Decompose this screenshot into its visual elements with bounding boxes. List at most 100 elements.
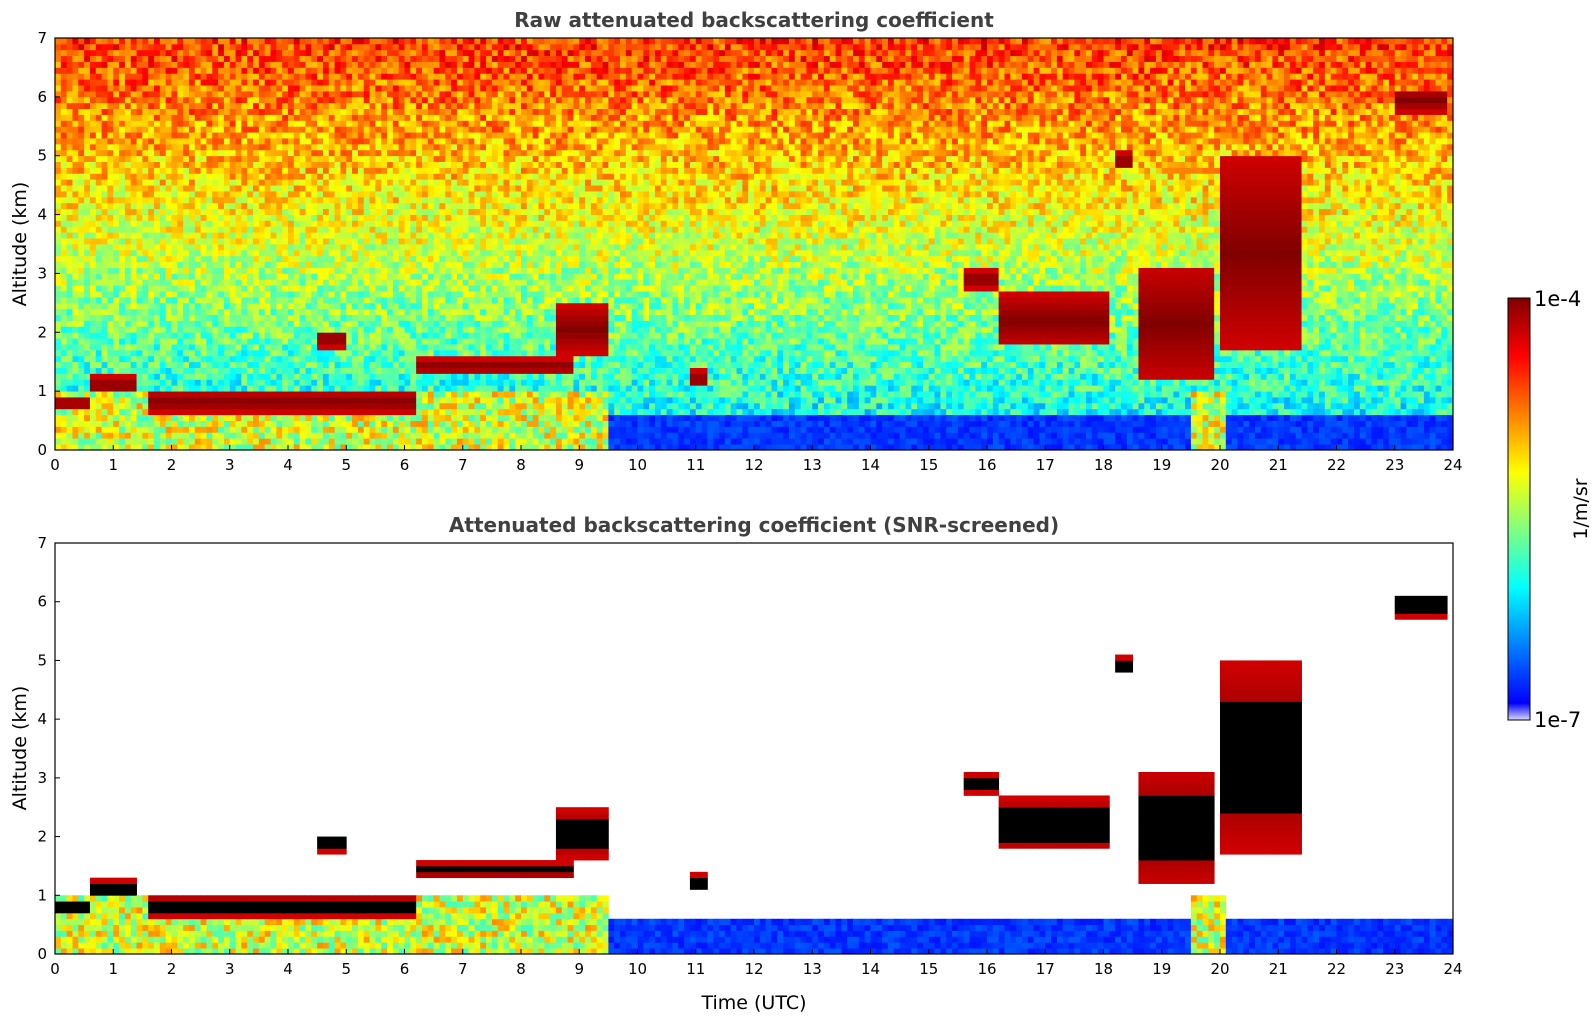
heatmap-cell [136,261,143,268]
heatmap-cell [130,308,137,316]
heatmap-cell [223,249,231,257]
heatmap-cell [84,232,91,239]
heatmap-cell [427,379,435,386]
heatmap-cell [369,238,376,245]
heatmap-cell [78,43,85,51]
heatmap-cell [410,249,417,257]
heatmap-cell [113,285,120,292]
heatmap-cell [433,132,440,139]
heatmap-cell [89,155,97,162]
heatmap-cell [55,179,62,186]
heatmap-cell [427,61,435,68]
heatmap-cell [305,67,312,74]
heatmap-cell [84,285,91,292]
heatmap-cell [165,273,172,280]
heatmap-cell [89,308,97,316]
heatmap-cell [177,161,184,168]
heatmap-cell [433,279,440,286]
heatmap-cell [387,208,394,215]
heatmap-cell [392,185,400,192]
heatmap-cell [410,179,417,186]
heatmap-cell [188,120,196,127]
heatmap-cell [72,261,79,268]
heatmap-cell [253,320,260,327]
heatmap-cell [229,226,236,233]
heatmap-cell [177,391,184,398]
heatmap-cell [258,38,266,45]
heatmap-cell [84,238,91,245]
heatmap-cell [72,279,79,286]
heatmap-cell [194,196,202,204]
heatmap-cell [136,85,143,92]
heatmap-cell [258,161,266,168]
heatmap-cell [113,138,120,145]
heatmap-cell [212,285,219,292]
heatmap-cell [183,126,190,133]
heatmap-cell [352,155,359,162]
heatmap-cell [136,38,143,45]
heatmap-cell [311,191,318,198]
heatmap-cell [188,373,196,380]
heatmap-cell [171,244,178,251]
heatmap-cell [328,108,336,115]
heatmap-cell [427,267,435,274]
heatmap-cell [253,302,260,310]
heatmap-cell [282,132,289,139]
heatmap-cell [159,114,167,121]
heatmap-cell [456,261,464,268]
heatmap-cell [352,67,359,74]
heatmap-cell [200,143,207,151]
heatmap-cell [276,391,283,398]
heatmap-cell [270,208,277,215]
heatmap-cell [387,167,394,174]
heatmap-cell [78,49,85,57]
heatmap-cell [247,220,254,227]
heatmap-cell [305,102,312,110]
heatmap-cell [433,426,440,433]
heatmap-cell [206,379,213,386]
heatmap-cell [439,155,446,162]
heatmap-cell [451,420,458,427]
heatmap-cell [142,379,149,386]
heatmap-cell [206,132,213,139]
heatmap-cell [375,314,382,321]
heatmap-cell [154,202,161,210]
heatmap-cell [328,385,336,392]
heatmap-cell [101,226,108,233]
heatmap-cell [387,432,394,439]
heatmap-cell [276,179,283,186]
heatmap-cell [188,338,196,345]
heatmap-cell [410,191,417,198]
heatmap-cell [188,332,196,339]
heatmap-cell [95,155,103,162]
heatmap-cell [78,67,85,74]
heatmap-cell [171,291,178,298]
heatmap-cell [177,291,184,298]
heatmap-cell [387,267,394,274]
heatmap-cell [130,402,137,410]
heatmap-cell [142,314,149,321]
heatmap-cell [439,38,446,45]
heatmap-cell [387,149,394,157]
heatmap-cell [293,55,301,62]
heatmap-cell [357,191,365,198]
heatmap-cell [276,85,283,92]
heatmap-cell [229,185,236,192]
heatmap-cell [55,402,62,410]
heatmap-cell [183,349,190,357]
heatmap-cell [322,338,330,345]
heatmap-cell [229,114,236,121]
heatmap-cell [154,185,161,192]
heatmap-cell [433,202,440,210]
heatmap-cell [223,273,231,280]
heatmap-cell [328,85,336,92]
heatmap-cell [328,155,336,162]
heatmap-cell [124,255,132,263]
heatmap-cell [206,214,213,221]
heatmap-cell [136,420,143,427]
heatmap-cell [229,102,236,110]
heatmap-cell [352,402,359,410]
heatmap-cell [218,326,225,333]
heatmap-cell [270,302,277,310]
heatmap-cell [346,143,353,151]
